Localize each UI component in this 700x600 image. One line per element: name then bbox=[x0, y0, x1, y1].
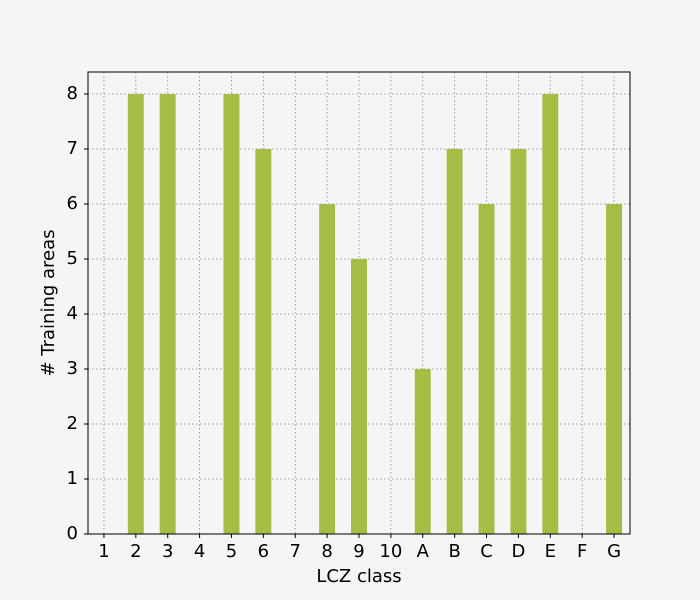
bar bbox=[351, 259, 367, 534]
y-tick-label: 8 bbox=[67, 83, 78, 104]
x-tick-label: 5 bbox=[226, 541, 237, 562]
x-tick-label: E bbox=[545, 541, 556, 562]
x-tick-label: 3 bbox=[162, 541, 173, 562]
x-tick-label: F bbox=[577, 541, 587, 562]
bar bbox=[510, 149, 527, 534]
bar bbox=[414, 369, 431, 534]
bar bbox=[478, 204, 495, 534]
x-tick-label: C bbox=[480, 541, 493, 562]
y-tick-label: 1 bbox=[67, 468, 78, 489]
y-tick-label: 3 bbox=[67, 358, 78, 379]
x-tick-label: A bbox=[417, 541, 430, 562]
x-tick-label: D bbox=[511, 541, 525, 562]
x-tick-label: 1 bbox=[98, 541, 109, 562]
bar bbox=[255, 149, 272, 534]
bar bbox=[159, 94, 176, 534]
x-tick-label: 2 bbox=[130, 541, 141, 562]
y-tick-label: 5 bbox=[67, 248, 78, 269]
x-tick-label: 7 bbox=[290, 541, 301, 562]
y-tick-label: 6 bbox=[67, 193, 78, 214]
plot-frame bbox=[87, 71, 631, 535]
x-tick-label: 9 bbox=[353, 541, 364, 562]
x-tick-label: B bbox=[448, 541, 460, 562]
x-tick-label: 4 bbox=[194, 541, 205, 562]
y-axis-label: # Training areas bbox=[38, 229, 59, 376]
y-tick-label: 7 bbox=[67, 138, 78, 159]
bar bbox=[446, 149, 463, 534]
bar bbox=[127, 94, 144, 534]
x-tick-label: 8 bbox=[321, 541, 332, 562]
y-tick-label: 4 bbox=[67, 303, 78, 324]
bar bbox=[319, 204, 336, 534]
x-tick-label: 6 bbox=[258, 541, 269, 562]
x-tick-label: 10 bbox=[379, 541, 402, 562]
x-tick-label: G bbox=[607, 541, 621, 562]
x-axis-label: LCZ class bbox=[316, 566, 401, 587]
bar bbox=[542, 94, 559, 534]
y-tick-label: 2 bbox=[67, 413, 78, 434]
bar bbox=[606, 204, 623, 534]
bar bbox=[223, 94, 240, 534]
y-tick-label: 0 bbox=[67, 523, 78, 544]
